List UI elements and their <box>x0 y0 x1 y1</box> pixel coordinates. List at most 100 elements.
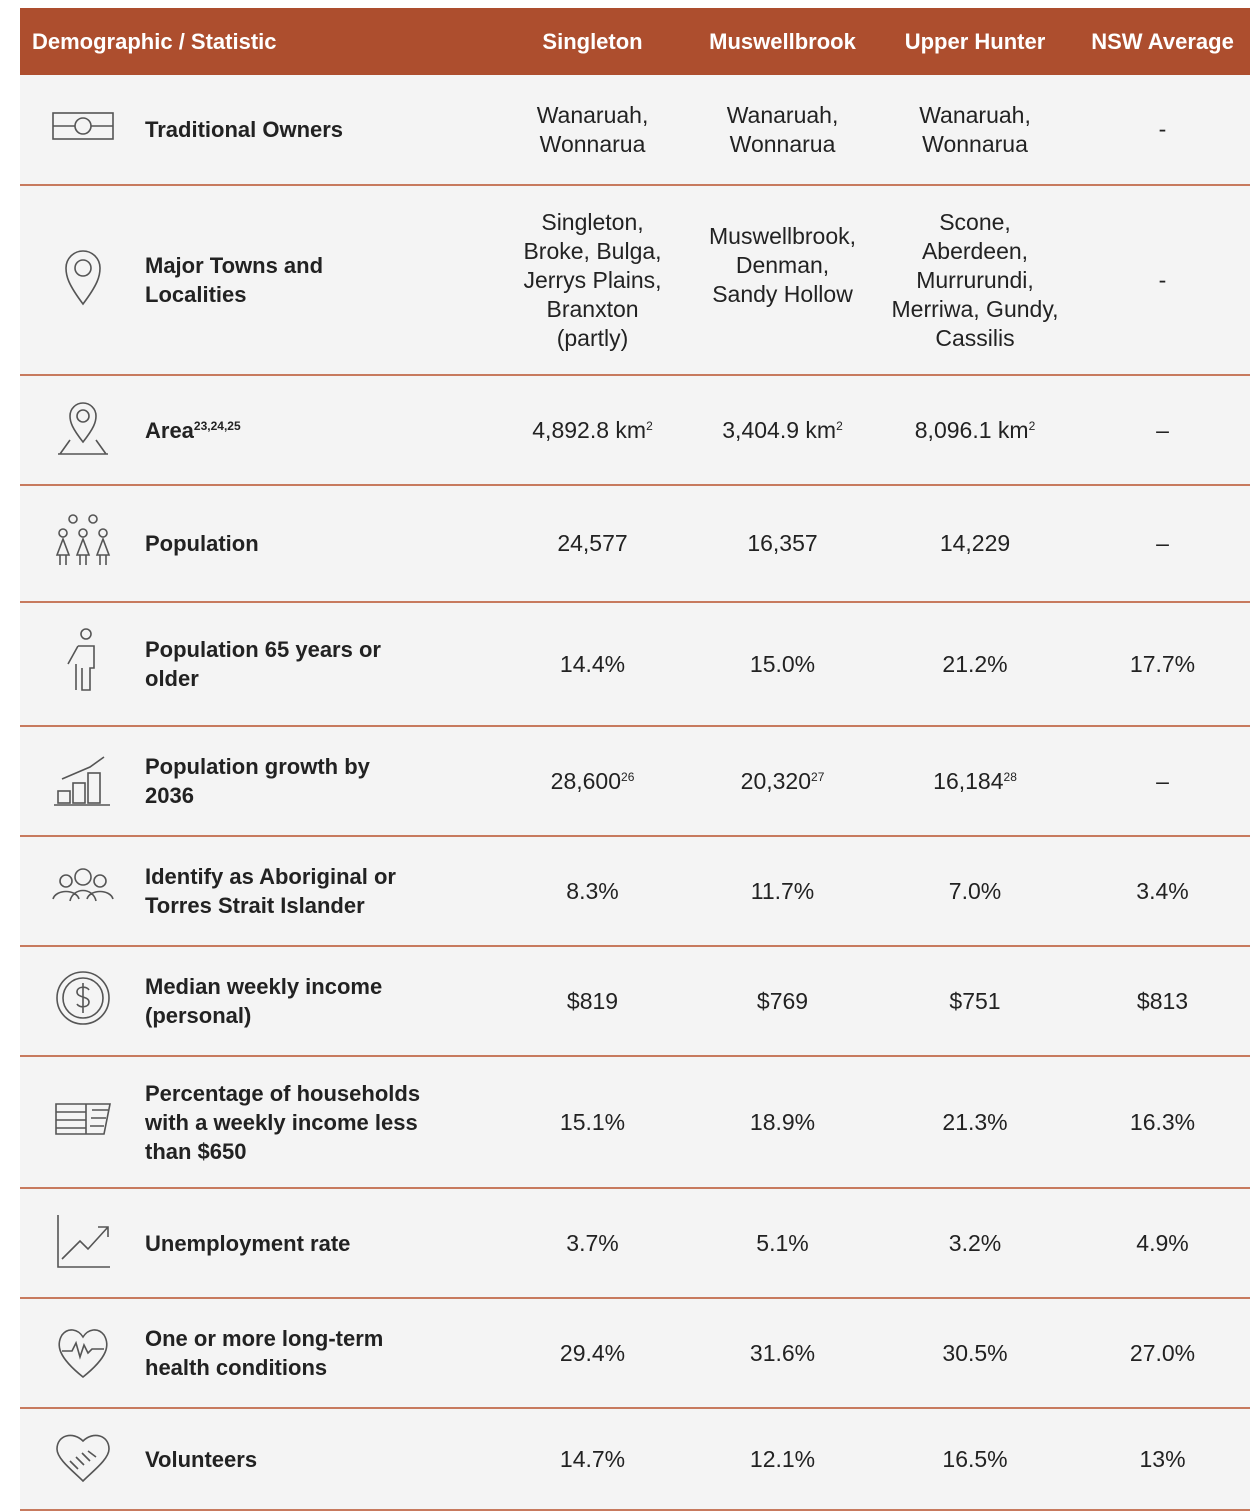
cell: 31.6% <box>690 1298 876 1409</box>
cell-text: 3.4% <box>1136 877 1189 904</box>
icon <box>53 755 110 806</box>
row-label: Unemployment rate <box>145 1188 496 1299</box>
cell: 3.2% <box>875 1188 1076 1299</box>
cell: 16.5% <box>875 1408 1076 1511</box>
header-row: Demographic / Statistic Singleton Muswellb… <box>20 8 1250 75</box>
table-row: Population 65 years or older 14.4% 15.0% 21… <box>20 602 1250 727</box>
cell: $751 <box>875 946 1076 1057</box>
cell: 5.1% <box>690 1188 876 1299</box>
row-label: Median weekly income (personal) <box>145 946 496 1057</box>
cell-text: Population <box>145 531 259 556</box>
cell: 24,577 <box>495 485 691 603</box>
cell: 29.4% <box>495 1298 691 1409</box>
row-label: Volunteers <box>145 1408 496 1511</box>
cell: 11.7% <box>690 836 876 947</box>
row-icon <box>20 485 145 603</box>
cell-text: 16,184 <box>933 767 1004 794</box>
table-row: Traditional Owners Wanaruah, Wonnarua Wana… <box>20 75 1250 186</box>
cell-text: Muswellbrook, Denman, Sandy Hollow <box>709 223 857 307</box>
cell-text: 4.9% <box>1136 1229 1189 1256</box>
cell: 30.5% <box>875 1298 1076 1409</box>
column-header: Demographic / Statistic <box>20 8 496 75</box>
icon <box>55 970 110 1025</box>
cell-text: 20,320 <box>740 767 812 794</box>
row-label: Identify as Aboriginal or Torres Strait … <box>145 836 496 947</box>
table-wrap: Demographic / Statistic Singleton Muswellb… <box>20 8 1250 1511</box>
cell-text: Identify as Aboriginal or Torres Strait … <box>145 864 396 918</box>
cell: 14,229 <box>875 485 1076 603</box>
table-row: Population growth by 2036 28,60026 20,3202… <box>20 726 1250 837</box>
cell: 8,096.1 km2 <box>875 375 1076 486</box>
cell-text: 29.4% <box>559 1339 626 1366</box>
cell: 20,32027 <box>690 726 876 837</box>
cell-text: Scone, Aberdeen, Murrurundi, Merriwa, Gu… <box>891 208 1059 351</box>
row-icon <box>20 726 145 837</box>
icon <box>57 401 108 455</box>
cell-text: 8,096.1 km <box>914 416 1029 443</box>
cell-text: 31.6% <box>749 1339 816 1366</box>
cell: 4,892.8 km2 <box>495 375 691 486</box>
cell-text: $769 <box>756 987 809 1014</box>
cell-text: Population growth by 2036 <box>145 754 370 808</box>
cell: 13% <box>1075 1408 1250 1511</box>
cell-text: Traditional Owners <box>145 117 344 142</box>
cell-text: 21.2% <box>942 650 1008 677</box>
cell: 14.4% <box>495 602 691 727</box>
cell: 18.9% <box>690 1056 876 1189</box>
cell-text: Volunteers <box>145 1446 258 1472</box>
cell-text: $813 <box>1136 987 1189 1014</box>
cell-text: Median weekly income (personal) <box>145 974 383 1028</box>
cell-text: Wanaruah, Wonnarua <box>726 101 839 157</box>
cell: 27.0% <box>1075 1298 1250 1409</box>
cell-text: 5.1% <box>756 1229 809 1256</box>
table-row: Unemployment rate 3.7% 5.1% 3.2% 4.9% <box>20 1188 1250 1299</box>
column-header: NSW Average <box>1075 8 1250 75</box>
row-label: Population <box>145 485 496 603</box>
cell: Wanaruah, Wonnarua <box>875 75 1076 186</box>
row-icon <box>20 1056 145 1189</box>
row-icon <box>20 75 145 186</box>
cell-text: 15.1% <box>559 1108 626 1135</box>
cell-text: Population 65 years or older <box>145 637 381 691</box>
cell: 7.0% <box>875 836 1076 947</box>
row-icon <box>20 946 145 1057</box>
cell: 28,60026 <box>495 726 691 837</box>
cell: 16.3% <box>1075 1056 1250 1189</box>
row-label: Major Towns and Localities <box>145 185 496 376</box>
cell-text: Singleton, Broke, Bulga, Jerrys Plains, … <box>523 208 662 351</box>
cell-text: Major Towns and Localities <box>145 253 324 307</box>
cell: 15.0% <box>690 602 876 727</box>
row-label: Population growth by 2036 <box>145 726 496 837</box>
row-label: Percentage of households with a weekly i… <box>145 1056 496 1189</box>
superscript: 27 <box>811 769 825 784</box>
cell-text: 30.5% <box>942 1339 1008 1366</box>
cell: 14.7% <box>495 1408 691 1511</box>
cell: $813 <box>1075 946 1250 1057</box>
row-icon <box>20 375 145 486</box>
cell: 16,18428 <box>875 726 1076 837</box>
cell: 21.2% <box>875 602 1076 727</box>
cell: 8.3% <box>495 836 691 947</box>
cell-text: 13% <box>1139 1445 1186 1472</box>
cell: Wanaruah, Wonnarua <box>495 75 691 186</box>
cell: - <box>1075 75 1250 186</box>
row-label: Traditional Owners <box>145 75 496 186</box>
cell-text: 28,600 <box>550 767 622 794</box>
cell-text: 4,892.8 km <box>532 416 647 443</box>
cell-text: 11.7% <box>750 877 815 904</box>
cell-text: 14,229 <box>939 530 1011 556</box>
cell-text: 16.3% <box>1129 1108 1196 1135</box>
stats-table: Demographic / Statistic Singleton Muswellb… <box>20 8 1250 1511</box>
table-body: Traditional Owners Wanaruah, Wonnarua Wana… <box>20 75 1250 1511</box>
cell-text: 3,404.9 km <box>722 416 837 443</box>
cell: 4.9% <box>1075 1188 1250 1299</box>
cell-text: 27.0% <box>1129 1339 1196 1366</box>
cell: - <box>1075 185 1250 376</box>
row-label: Area23,24,25 <box>145 375 496 486</box>
table-row: Area23,24,25 4,892.8 km2 3,404.9 km2 8,096.… <box>20 375 1250 486</box>
cell-text: – <box>1156 530 1169 556</box>
cell-text: 16.5% <box>942 1445 1008 1472</box>
cell: Wanaruah, Wonnarua <box>690 75 876 186</box>
row-icon <box>20 836 145 947</box>
